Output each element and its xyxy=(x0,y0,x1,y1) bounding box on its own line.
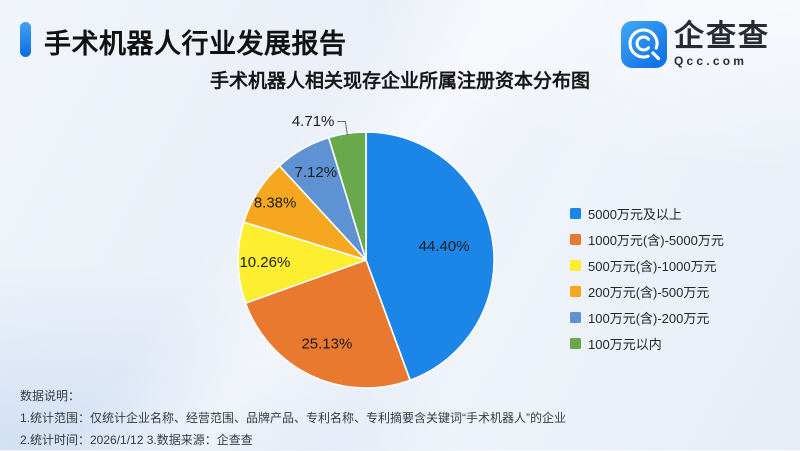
report-title: 手术机器人行业发展报告 xyxy=(44,29,347,59)
pie-slice-0 xyxy=(365,131,495,381)
legend-label: 100万元以内 xyxy=(588,336,662,352)
pie-label-leader xyxy=(337,121,348,136)
title-accent-bar xyxy=(20,22,31,57)
legend-label: 5000万元及以上 xyxy=(588,206,682,222)
legend-swatch xyxy=(570,311,581,323)
legend-swatch xyxy=(570,207,581,219)
pie-label: 8.38% xyxy=(254,195,297,212)
footnote-line1: 1.统计范围：仅统计企业名称、经营范围、品牌产品、专利名称、专利摘要含关键词“手… xyxy=(20,411,567,425)
pie-label: 4.71% xyxy=(292,113,335,130)
qcc-logo-text: 企查查 Qcc.com xyxy=(674,20,770,69)
legend-item-5: 100万元以内 xyxy=(570,330,724,356)
legend-item-4: 100万元(含)-200万元 xyxy=(570,304,724,330)
legend-label: 200万元(含)-500万元 xyxy=(588,284,710,300)
pie-slice-1 xyxy=(244,259,411,389)
legend: 5000万元及以上 1000万元(含)-5000万元 500万元(含)-1000万元… xyxy=(570,200,724,356)
pie-chart: 44.40% 25.13% 10.26% 8.38% 7.12% 4.71% xyxy=(216,110,516,410)
legend-item-1: 1000万元(含)-5000万元 xyxy=(570,226,724,252)
legend-label: 500万元(含)-1000万元 xyxy=(588,258,717,274)
legend-item-0: 5000万元及以上 xyxy=(570,200,724,226)
chart-title: 手术机器人相关现存企业所属注册资本分布图 xyxy=(209,71,590,92)
qcc-q-glyph xyxy=(628,28,661,60)
footnote-line2: 2.统计时间：2026/1/12 3.数据来源：企查查 xyxy=(20,433,253,447)
qcc-logo-name: 企查查 xyxy=(674,20,770,53)
qcc-logo-icon xyxy=(621,21,667,68)
legend-swatch xyxy=(570,233,581,245)
legend-label: 100万元(含)-200万元 xyxy=(588,310,710,326)
legend-swatch xyxy=(570,285,581,297)
qcc-logo-domain: Qcc.com xyxy=(674,54,748,68)
pie-slice-2 xyxy=(237,221,367,304)
pie-label: 10.26% xyxy=(239,254,290,271)
legend-item-2: 500万元(含)-1000万元 xyxy=(570,252,724,278)
legend-swatch xyxy=(570,259,581,271)
footnotes: 数据说明： 1.统计范围：仅统计企业名称、经营范围、品牌产品、专利名称、专利摘要… xyxy=(20,385,566,451)
legend-swatch xyxy=(570,337,581,349)
footnote-heading: 数据说明： xyxy=(20,389,81,403)
pie-svg: 44.40% 25.13% 10.26% 8.38% 7.12% 4.71% xyxy=(237,113,495,389)
legend-item-3: 200万元(含)-500万元 xyxy=(570,278,724,304)
pie-label: 25.13% xyxy=(301,336,352,353)
pie-label: 44.40% xyxy=(419,238,470,255)
qcc-logo: 企查查 Qcc.com xyxy=(621,21,770,68)
pie-label: 7.12% xyxy=(295,164,338,181)
legend-label: 1000万元(含)-5000万元 xyxy=(588,232,724,248)
